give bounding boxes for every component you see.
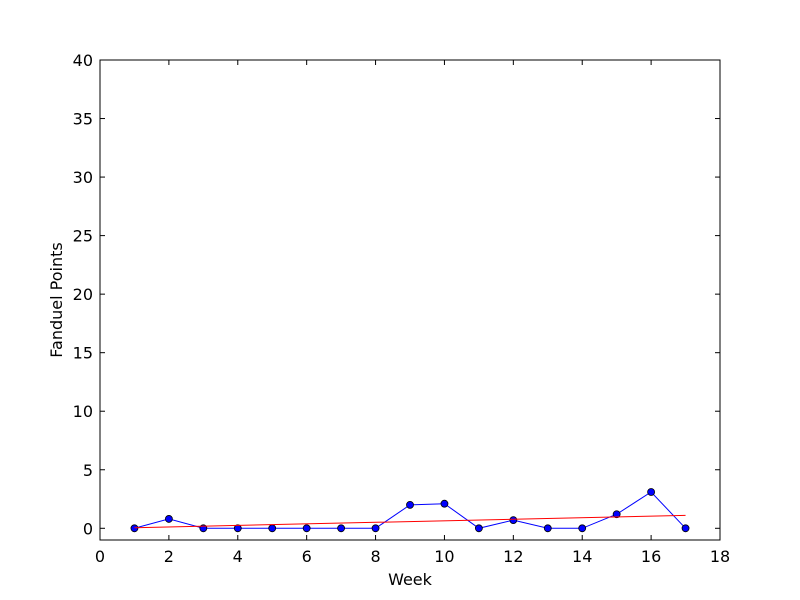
y-tick-label: 5 — [83, 461, 93, 480]
x-tick-label: 4 — [233, 547, 243, 566]
y-tick-label: 10 — [73, 402, 93, 421]
data-point — [612, 510, 621, 519]
y-tick-label: 30 — [73, 168, 93, 187]
x-tick-label: 0 — [95, 547, 105, 566]
y-tick-label: 25 — [73, 227, 93, 246]
data-point — [578, 524, 587, 533]
x-tick-label: 10 — [434, 547, 454, 566]
data-point — [233, 524, 242, 533]
trend-line — [134, 514, 686, 529]
data-point — [337, 524, 346, 533]
plot-frame — [99, 59, 721, 541]
x-tick-label: 14 — [572, 547, 592, 566]
data-point — [371, 524, 380, 533]
x-tick-label: 12 — [503, 547, 523, 566]
data-point — [164, 515, 173, 523]
y-tick-label: 0 — [83, 519, 93, 538]
x-tick-label: 16 — [641, 547, 661, 566]
data-point — [543, 524, 552, 533]
data-point — [130, 524, 139, 533]
data-point — [406, 500, 414, 509]
x-tick-label: 6 — [302, 547, 312, 566]
x-tick-label: 18 — [710, 547, 730, 566]
data-point — [474, 524, 483, 533]
data-point — [509, 516, 518, 524]
data-point — [681, 524, 690, 533]
y-axis-label: Fanduel Points — [47, 242, 66, 357]
x-axis-label: Week — [388, 570, 433, 589]
x-tick-label: 2 — [164, 547, 174, 566]
y-tick-label: 20 — [73, 285, 93, 304]
y-tick-label: 35 — [73, 110, 93, 129]
ticks: 0 2 4 6 8 10 12 14 16 18 0 5 10 15 20 25 30 35 40 — [73, 51, 731, 566]
data-point — [647, 488, 656, 496]
x-tick-label: 8 — [370, 547, 380, 566]
plot-area — [130, 488, 690, 533]
data-point — [440, 499, 449, 508]
y-tick-label: 15 — [73, 344, 93, 363]
data-point — [268, 524, 277, 533]
data-point — [302, 524, 311, 533]
y-tick-label: 40 — [73, 51, 93, 70]
